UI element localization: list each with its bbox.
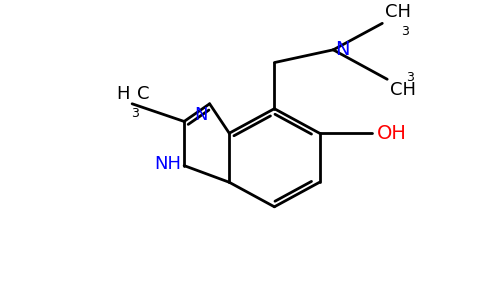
Text: N: N: [194, 106, 208, 124]
Text: H: H: [117, 85, 130, 103]
Text: CH: CH: [385, 3, 411, 21]
Text: CH: CH: [390, 81, 416, 99]
Text: 3: 3: [406, 71, 414, 84]
Text: 3: 3: [401, 25, 409, 38]
Text: C: C: [137, 85, 150, 103]
Text: OH: OH: [377, 124, 406, 143]
Text: N: N: [335, 40, 350, 59]
Text: NH: NH: [154, 154, 181, 172]
Text: 3: 3: [131, 107, 139, 120]
